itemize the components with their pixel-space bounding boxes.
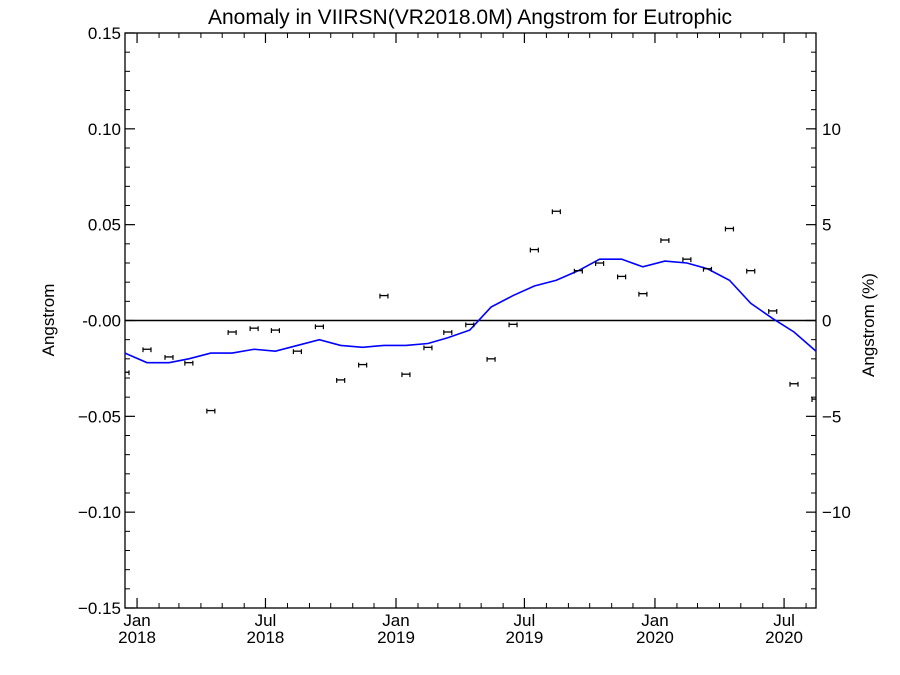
y-tick-label: -0.00 (82, 312, 121, 331)
axis-tick-labels: 0.15 0.10 0.05 -0.00 −0.05 −0.10 −0.15 10 5 0 −5 −1… (78, 24, 851, 647)
data-point (660, 238, 670, 243)
data-point (789, 381, 799, 387)
data-point (573, 268, 583, 274)
y-tick-label: 0.05 (88, 216, 121, 235)
data-point (125, 370, 130, 376)
data-point (617, 274, 627, 280)
data-point (638, 291, 648, 297)
data-point (142, 347, 152, 353)
x-tick-year: 2019 (506, 628, 544, 647)
data-point (811, 397, 816, 402)
y2-axis-title: Angstrom (%) (859, 273, 878, 377)
y-tick-label: −0.05 (78, 407, 121, 426)
data-point (508, 322, 518, 328)
data-points (125, 209, 842, 414)
x-tick-month: Jul (514, 611, 536, 630)
chart-title: Anomaly in VIIRSN(VR2018.0M) Angstrom fo… (208, 6, 732, 29)
data-point (401, 372, 411, 378)
data-point (682, 257, 692, 263)
y2-tick-label: 10 (822, 120, 841, 139)
data-point (336, 378, 346, 383)
data-point (746, 268, 756, 274)
data-point (768, 309, 778, 314)
y2-tick-label: −10 (822, 503, 851, 522)
data-point (314, 324, 324, 330)
x-tick-month: Jul (773, 611, 795, 630)
data-point (551, 209, 561, 215)
data-point (443, 330, 453, 335)
data-point (423, 345, 433, 351)
data-point (486, 356, 496, 362)
x-tick-month: Jan (382, 611, 409, 630)
y-tick-label: −0.15 (78, 599, 121, 618)
x-tick-year: 2018 (118, 628, 156, 647)
data-point (379, 293, 389, 299)
data-point (184, 360, 194, 366)
y2-tick-label: −5 (822, 407, 841, 426)
data-point (702, 266, 713, 272)
x-tick-month: Jan (641, 611, 668, 630)
y-tick-label: 0.15 (88, 24, 121, 43)
y2-tick-label: 0 (822, 312, 831, 331)
data-point (249, 326, 259, 332)
data-point (834, 365, 842, 370)
x-tick-year: 2020 (636, 628, 674, 647)
y-tick-label: −0.10 (78, 503, 121, 522)
x-tick-month: Jan (123, 611, 150, 630)
y2-tick-label: 5 (822, 216, 831, 235)
data-point (358, 362, 368, 368)
data-point (270, 328, 281, 333)
x-tick-year: 2019 (377, 628, 415, 647)
data-point (292, 349, 302, 355)
data-point (529, 247, 539, 253)
data-point (164, 355, 174, 360)
data-point (206, 408, 216, 414)
data-point (465, 322, 475, 328)
x-tick-year: 2018 (247, 628, 285, 647)
x-tick-year: 2020 (765, 628, 803, 647)
x-tick-month: Jul (255, 611, 277, 630)
data-point (227, 330, 237, 335)
data-point (724, 226, 735, 232)
y-axis-title: Angstrom (39, 284, 58, 357)
y-tick-label: 0.10 (88, 120, 121, 139)
series-line-blue (125, 258, 816, 364)
data-point (595, 261, 605, 266)
